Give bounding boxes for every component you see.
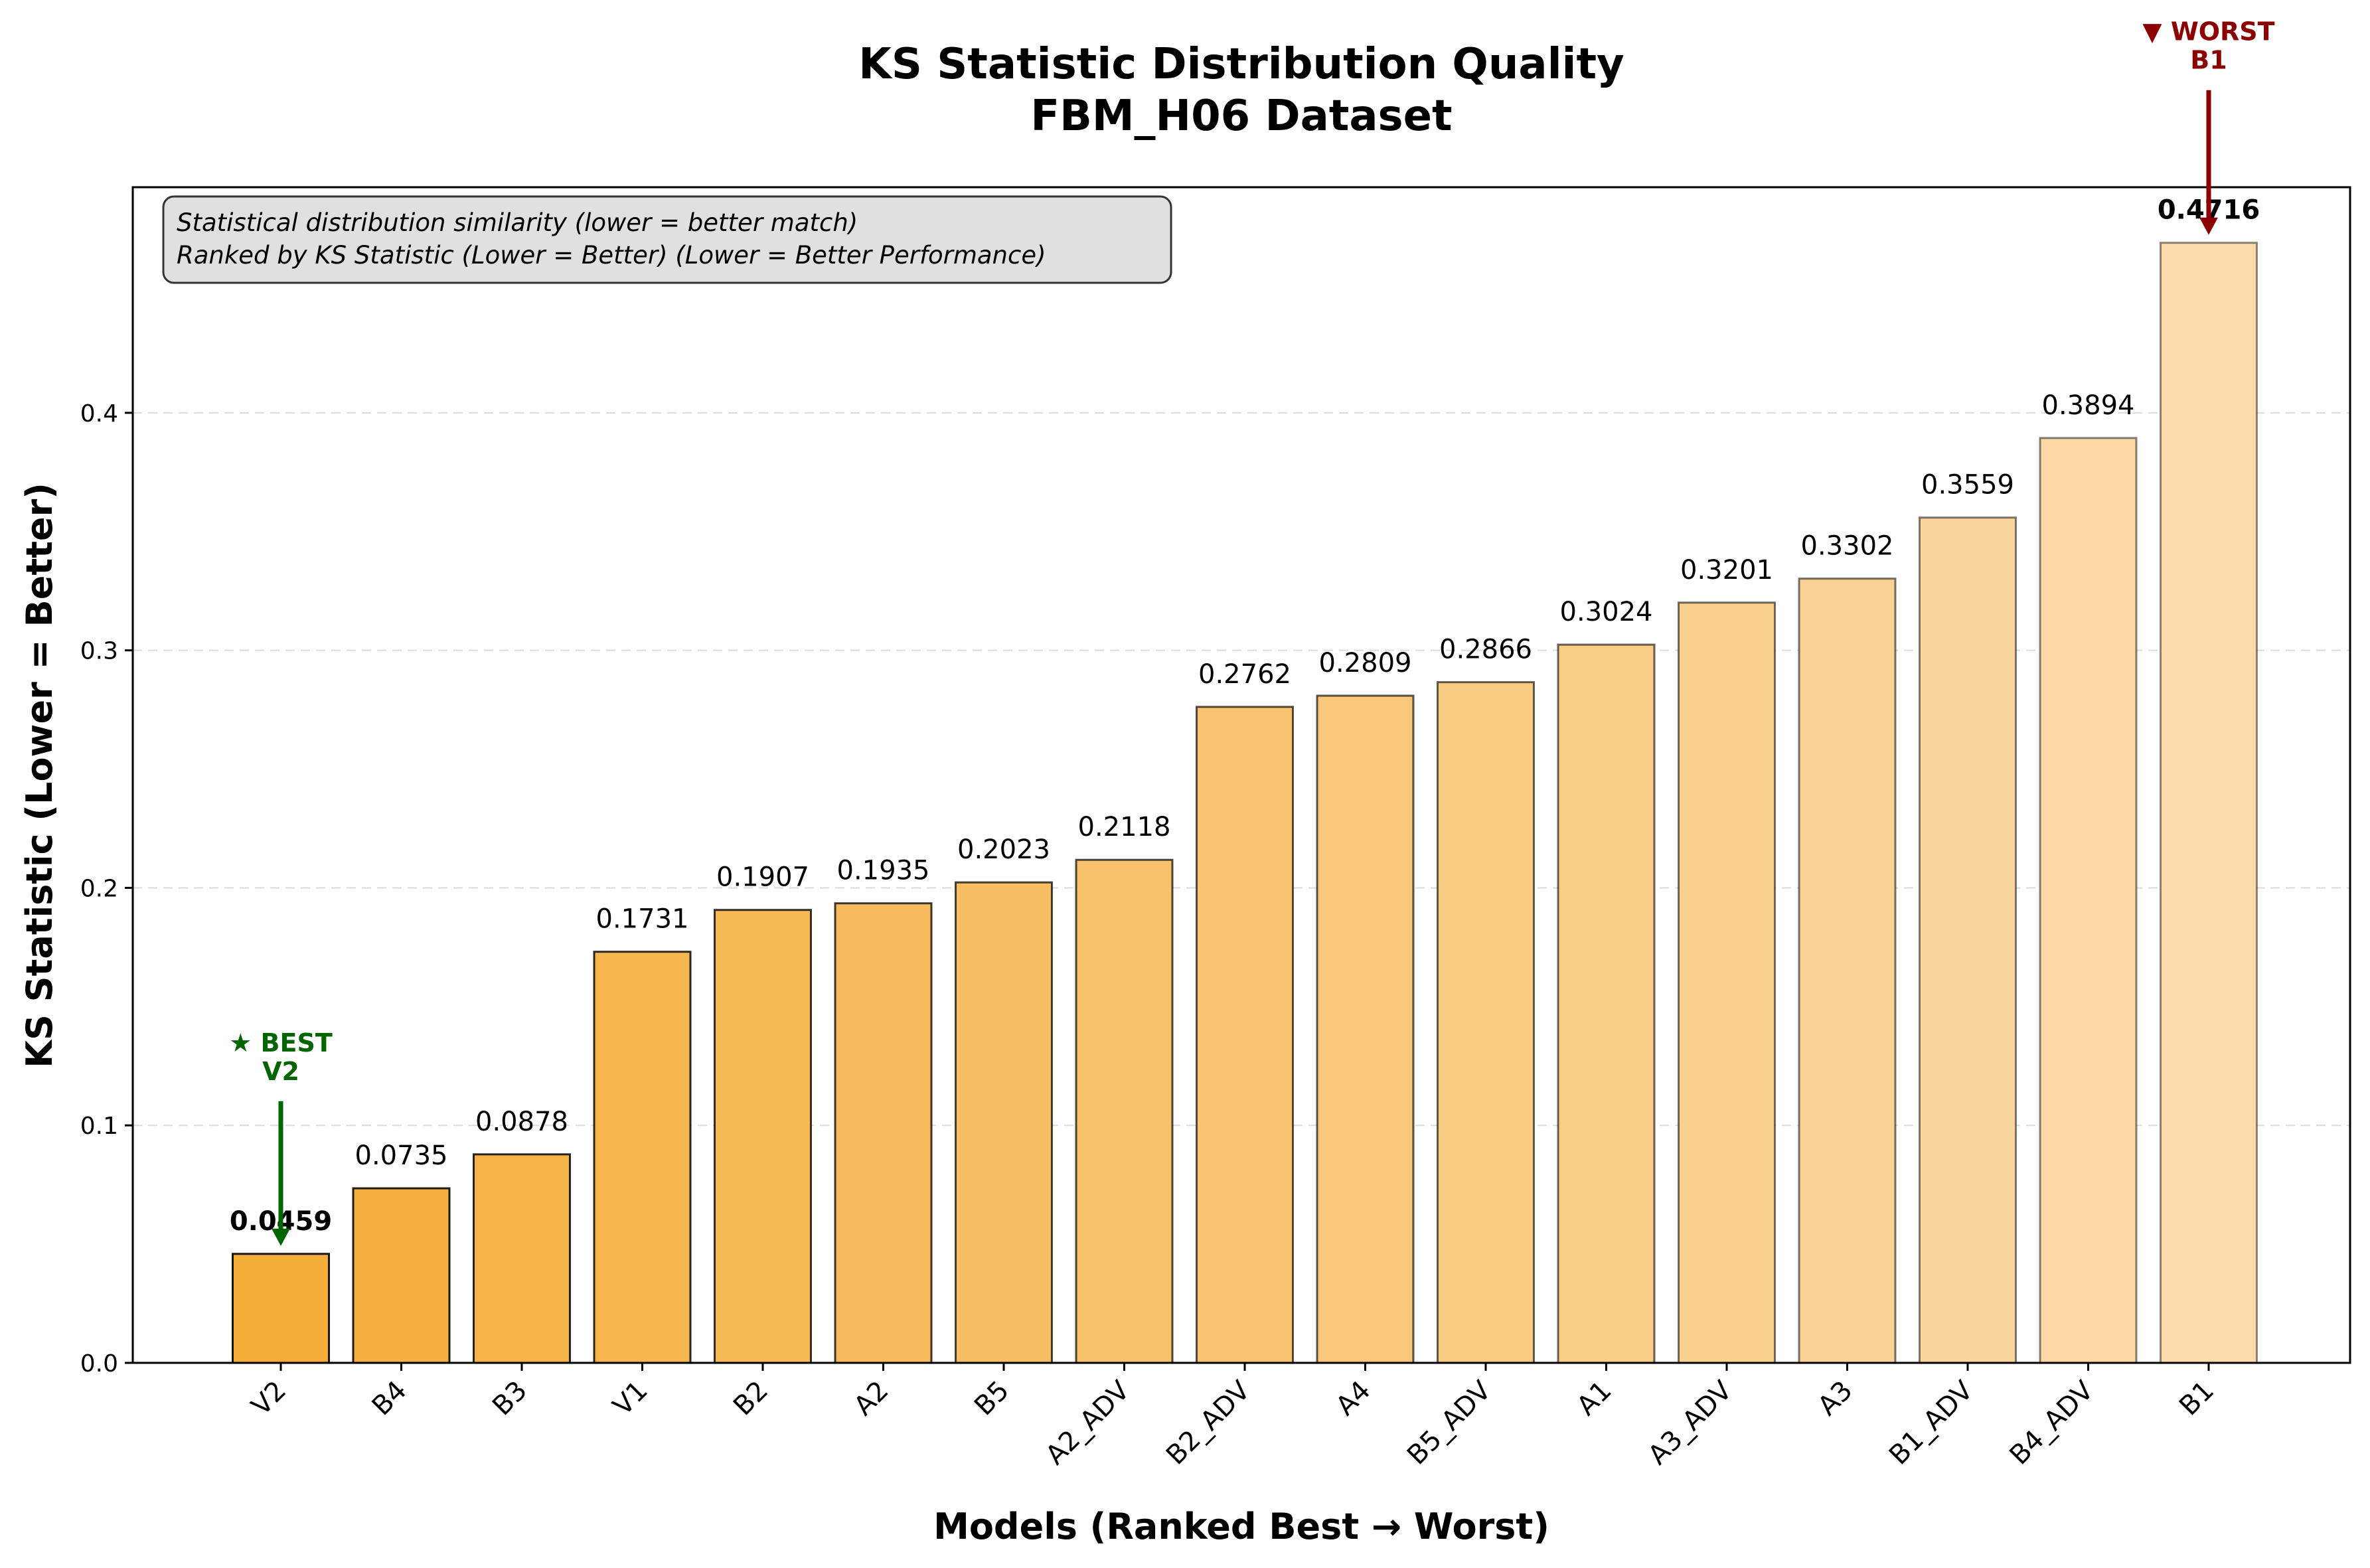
x-axis: V2 B4 B3 V1 B2 A2 B5 A2_ADV B2_ADV A4 B5_ADV A1 A3_A… [246, 1363, 2220, 1471]
y-tick-label: 0.3 [80, 638, 118, 665]
value-label: 0.2118 [1078, 812, 1171, 842]
y-tick-label: 0.1 [80, 1113, 118, 1140]
bar-b4-adv [2039, 437, 2138, 1364]
value-label: 0.3559 [1921, 470, 2014, 501]
bars-layer [232, 242, 2258, 1364]
x-tick-label: V1 [607, 1375, 654, 1422]
bar-b3 [473, 1153, 571, 1364]
value-label: 0.2866 [1439, 635, 1532, 665]
bar-v2 [232, 1253, 330, 1364]
bar-a4 [1316, 694, 1415, 1364]
bar-a3 [1798, 578, 1897, 1364]
y-tick-label: 0.2 [80, 875, 118, 902]
x-tick-label: B5_ADV [1401, 1375, 1497, 1470]
bar-b1 [2160, 242, 2258, 1364]
best-annotation-line2: V2 [262, 1057, 299, 1086]
bar-a2 [834, 902, 933, 1364]
bar-a2-adv [1075, 858, 1174, 1364]
bar-b2 [714, 909, 812, 1364]
bar-a3-adv [1678, 601, 1776, 1364]
x-tick-label: B3 [487, 1375, 533, 1422]
x-tick-label: B4 [366, 1375, 413, 1422]
worst-annotation-line2: B1 [2190, 46, 2227, 75]
value-label: 0.2809 [1319, 648, 1412, 678]
note-line-2: Ranked by KS Statistic (Lower = Better) … [177, 241, 1046, 270]
y-tick-label: 0.4 [80, 400, 118, 428]
bar-v1 [593, 951, 692, 1364]
x-tick-label: A2 [848, 1375, 895, 1422]
chart-title: KS Statistic Distribution Quality [858, 40, 1624, 89]
y-axis-label: KS Statistic (Lower = Better) [19, 483, 60, 1068]
x-tick-label: B5 [969, 1375, 1015, 1422]
value-label: 0.1935 [837, 856, 930, 886]
value-label: 0.3024 [1560, 597, 1653, 627]
best-arrow [272, 1101, 290, 1246]
value-label: 0.2762 [1198, 659, 1291, 690]
y-axis: 0.0 0.1 0.2 0.3 0.4 [80, 400, 133, 1377]
value-label: 0.0878 [475, 1107, 568, 1137]
value-label: 0.1907 [716, 862, 809, 893]
value-label: 0.1731 [596, 904, 689, 935]
x-tick-label: A3 [1812, 1375, 1859, 1422]
x-tick-label: A4 [1330, 1375, 1377, 1422]
x-tick-label: B1 [2173, 1375, 2220, 1422]
x-axis-label: Models (Ranked Best → Worst) [933, 1506, 1549, 1547]
note-box: Statistical distribution similarity (low… [162, 195, 1172, 284]
value-label: 0.2023 [957, 834, 1050, 865]
best-annotation-line1: ★ BEST [229, 1028, 333, 1058]
worst-arrow [2199, 90, 2218, 235]
x-tick-label: B2 [728, 1375, 774, 1422]
x-tick-label: A1 [1571, 1375, 1618, 1422]
x-tick-label: B4_ADV [2004, 1375, 2100, 1470]
bar-b2-adv [1196, 706, 1294, 1364]
y-tick-label: 0.0 [80, 1350, 118, 1377]
value-label: 0.0735 [355, 1140, 448, 1171]
value-label: 0.3302 [1801, 531, 1894, 562]
worst-annotation-line1: ▼ WORST [2142, 17, 2274, 46]
chart-subtitle: FBM_H06 Dataset [1030, 92, 1452, 141]
x-tick-label: B1_ADV [1883, 1375, 1979, 1470]
value-label: 0.3201 [1680, 555, 1773, 586]
x-tick-label: V2 [246, 1375, 292, 1422]
x-tick-label: A3_ADV [1642, 1375, 1738, 1470]
value-label: 0.3894 [2042, 390, 2135, 421]
bar-b1-adv [1919, 516, 2017, 1364]
bar-a1 [1557, 643, 1656, 1364]
bar-b5-adv [1437, 681, 1535, 1364]
note-line-1: Statistical distribution similarity (low… [177, 208, 858, 237]
plot-frame [131, 186, 2351, 1364]
bar-b4 [352, 1187, 451, 1364]
x-tick-label: A2_ADV [1040, 1375, 1136, 1470]
x-tick-label: B2_ADV [1160, 1375, 1256, 1470]
bar-b5 [955, 881, 1053, 1364]
